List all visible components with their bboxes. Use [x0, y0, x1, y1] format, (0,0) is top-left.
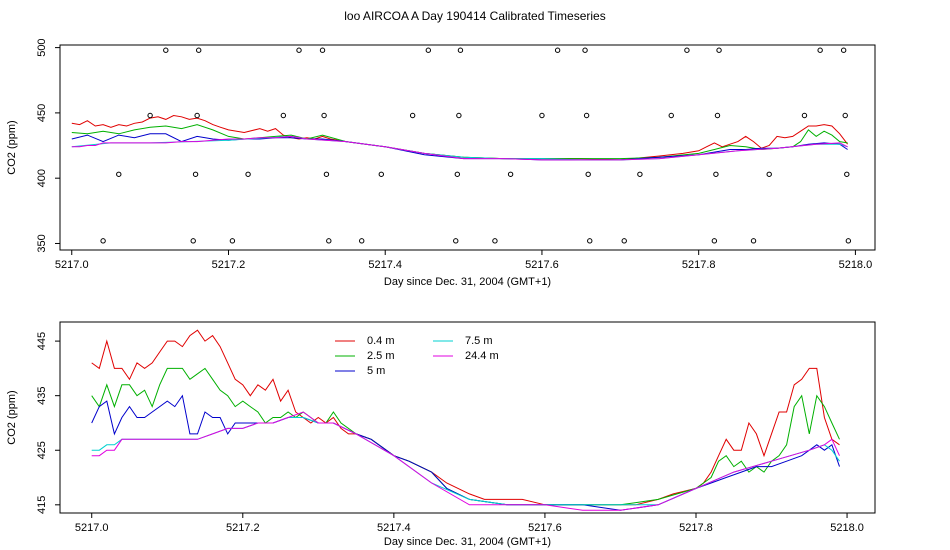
legend-label: 5 m — [367, 365, 385, 377]
x-tick-label: 5217.6 — [525, 259, 559, 271]
data-point — [425, 47, 432, 53]
y-axis-label: CO2 (ppm) — [6, 390, 18, 444]
x-tick-label: 5217.0 — [75, 522, 109, 534]
data-point — [668, 112, 674, 119]
data-point — [196, 47, 202, 53]
series-line-24-4-m — [91, 411, 840, 511]
plot-frame — [59, 321, 876, 514]
data-point — [116, 171, 122, 177]
data-point — [842, 112, 848, 119]
y-tick-label: 425 — [36, 441, 48, 459]
data-point — [147, 112, 153, 119]
y-tick-label: 500 — [36, 38, 48, 56]
data-point — [321, 112, 327, 119]
bottom-panel: 5217.0 5217.2 5217.4 5217.6 5217.8 5218.0 415 4… — [6, 321, 876, 548]
legend-label: 2.5 m — [367, 350, 395, 362]
data-point — [714, 112, 721, 119]
data-point — [454, 171, 461, 177]
data-point — [582, 47, 588, 53]
data-point — [713, 171, 719, 177]
legend: 0.4 m 2.5 m 5 m 7.5 m 24.4 m — [335, 335, 499, 377]
x-axis-label: Day since Dec. 31, 2004 (GMT+1) — [384, 536, 551, 548]
data-point — [323, 171, 330, 177]
data-point — [456, 112, 462, 119]
legend-label: 24.4 m — [465, 350, 499, 362]
x-tick-label: 5217.4 — [368, 259, 402, 271]
data-point — [711, 238, 718, 244]
data-point — [245, 171, 251, 177]
data-point — [378, 171, 384, 177]
data-point — [583, 112, 590, 119]
data-point — [637, 171, 643, 177]
data-point — [409, 112, 416, 119]
series-line-24-4-m — [71, 135, 848, 161]
data-point — [585, 171, 591, 177]
data-point — [163, 47, 169, 53]
data-point — [621, 238, 627, 244]
chart-title: loo AIRCOA A Day 190414 Calibrated Times… — [344, 9, 605, 23]
x-tick-label: 5217.2 — [226, 522, 260, 534]
y-tick-label: 445 — [36, 332, 48, 350]
x-tick-label: 5217.8 — [682, 259, 716, 271]
x-tick-label: 5217.8 — [679, 522, 713, 534]
data-point — [359, 238, 365, 244]
y-tick-label: 435 — [36, 386, 48, 404]
data-point — [845, 238, 852, 244]
data-point — [192, 171, 199, 177]
data-point — [457, 47, 464, 53]
x-tick-label: 5217.2 — [212, 259, 246, 271]
y-tick-label: 350 — [36, 234, 48, 252]
data-point — [190, 238, 196, 244]
plot-frame — [59, 44, 876, 251]
data-point — [539, 112, 545, 119]
y-tick-label: 450 — [36, 104, 48, 122]
data-point — [844, 171, 850, 177]
top-panel: 5217.0 5217.2 5217.4 5217.6 5217.8 5218.0 350 4… — [6, 38, 876, 288]
data-point — [326, 238, 332, 244]
data-point — [587, 238, 593, 244]
data-point — [817, 47, 823, 53]
data-point — [507, 171, 514, 177]
data-point — [100, 238, 106, 244]
data-point — [554, 47, 561, 53]
x-tick-label: 5218.0 — [839, 259, 873, 271]
data-point — [296, 47, 302, 53]
data-point — [280, 112, 287, 119]
data-point — [684, 47, 690, 53]
series-line-5-m — [91, 394, 840, 511]
data-point — [453, 238, 459, 244]
y-tick-label: 400 — [36, 169, 48, 187]
x-tick-label: 5218.0 — [830, 522, 864, 534]
data-point — [801, 112, 808, 119]
data-point — [229, 238, 236, 244]
data-point — [840, 47, 847, 53]
legend-label: 0.4 m — [367, 335, 395, 347]
series-line-5-m — [71, 133, 848, 161]
data-point — [319, 47, 326, 53]
data-point — [194, 112, 200, 119]
legend-label: 7.5 m — [465, 335, 493, 347]
x-tick-label: 5217.6 — [528, 522, 562, 534]
x-tick-label: 5217.0 — [55, 259, 89, 271]
series-line-0-4-m — [71, 114, 848, 161]
series-line-2-5-m — [91, 367, 840, 506]
data-point — [716, 47, 722, 53]
data-point — [750, 238, 757, 244]
y-tick-label: 415 — [36, 496, 48, 514]
y-axis-label: CO2 (ppm) — [6, 120, 18, 174]
series-line-7-5-m — [71, 135, 848, 161]
x-axis-label: Day since Dec. 31, 2004 (GMT+1) — [384, 276, 551, 288]
data-point — [766, 171, 772, 177]
data-point — [492, 238, 498, 244]
x-tick-label: 5217.4 — [377, 522, 411, 534]
